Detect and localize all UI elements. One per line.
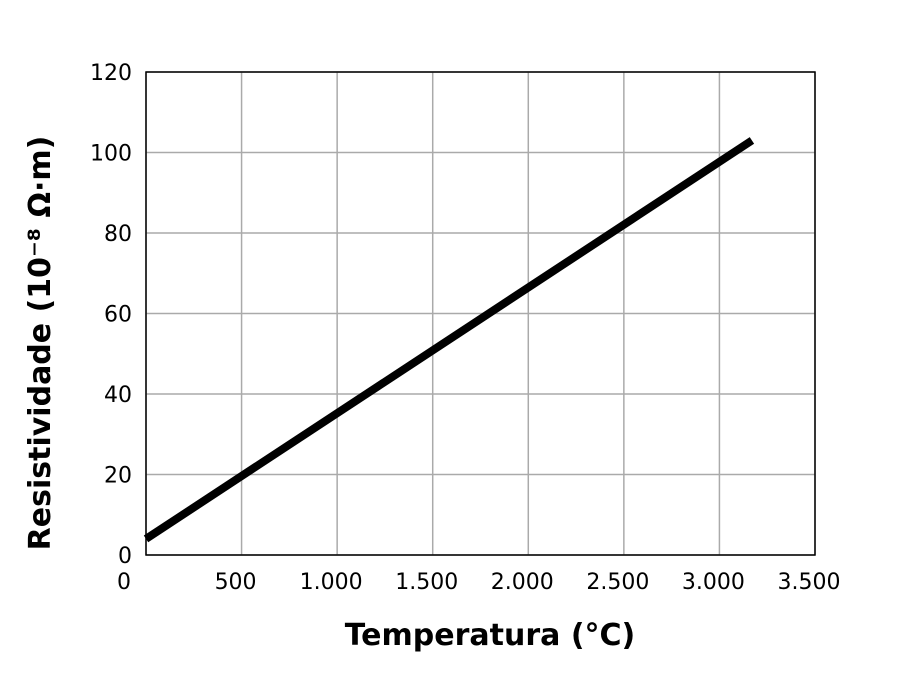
x-tick-label: 1.500 <box>395 570 458 595</box>
series-layer <box>143 137 755 543</box>
x-axis-title: Temperatura (°C) <box>345 618 636 653</box>
x-tick-labels: 0 500 1.000 1.500 2.000 2.500 3.000 3.500 <box>117 570 840 595</box>
y-tick-label: 20 <box>104 464 132 489</box>
y-tick-label: 80 <box>104 222 132 247</box>
y-tick-labels: 0 20 40 60 80 100 120 <box>90 61 132 569</box>
y-tick-label: 60 <box>104 303 132 328</box>
series-line <box>143 137 755 543</box>
x-tick-label: 3.000 <box>682 570 745 595</box>
y-tick-label: 0 <box>118 544 132 569</box>
y-tick-label: 120 <box>90 61 132 86</box>
x-tick-label: 2.500 <box>586 570 649 595</box>
x-tick-label: 0 <box>117 570 131 595</box>
y-tick-label: 40 <box>104 383 132 408</box>
plot-frame <box>145 71 816 556</box>
y-axis-title: Resistividade (10⁻⁸ Ω·m) <box>23 136 58 551</box>
y-tick-label: 100 <box>90 142 132 167</box>
x-tick-label: 2.000 <box>491 570 554 595</box>
x-tick-label: 1.000 <box>300 570 363 595</box>
x-tick-label: 3.500 <box>778 570 841 595</box>
x-tick-label: 500 <box>215 570 257 595</box>
